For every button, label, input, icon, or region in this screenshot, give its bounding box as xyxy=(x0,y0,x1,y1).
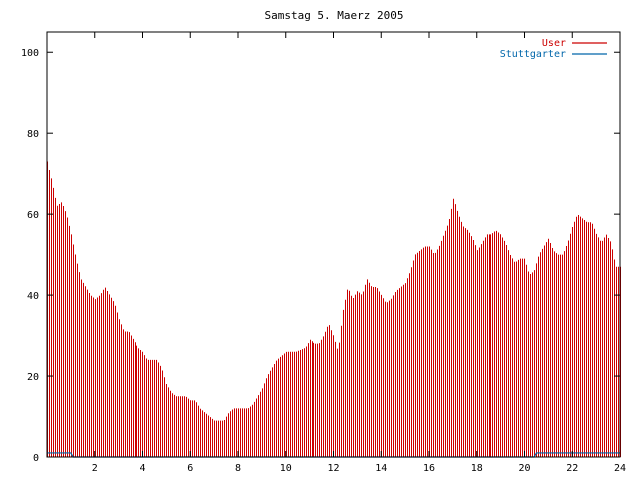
x-tick-label: 4 xyxy=(139,463,145,474)
y-tick-label: 100 xyxy=(21,48,39,59)
bars-user xyxy=(47,161,621,457)
y-tick-label: 40 xyxy=(27,291,39,302)
x-tick-label: 8 xyxy=(235,463,241,474)
x-tick-label: 6 xyxy=(187,463,193,474)
x-tick-label: 16 xyxy=(423,463,435,474)
y-tick-label: 80 xyxy=(27,129,39,140)
y-tick-label: 0 xyxy=(33,453,39,464)
x-tick-label: 10 xyxy=(280,463,292,474)
x-tick-label: 18 xyxy=(471,463,483,474)
x-tick-label: 2 xyxy=(92,463,98,474)
y-axis: 0 20 40 60 80 100 xyxy=(21,48,620,464)
chart-title: Samstag 5. Maerz 2005 xyxy=(264,9,403,22)
x-tick-label: 20 xyxy=(518,463,530,474)
legend-label-stuttgarter: Stuttgarter xyxy=(500,49,566,60)
legend-label-user: User xyxy=(542,38,566,49)
y-tick-label: 60 xyxy=(27,210,39,221)
x-tick-label: 22 xyxy=(566,463,578,474)
x-tick-label: 12 xyxy=(327,463,339,474)
x-tick-label: 24 xyxy=(614,463,626,474)
y-tick-label: 20 xyxy=(27,372,39,383)
x-axis: 2 4 6 8 10 12 14 16 18 20 22 24 xyxy=(92,32,626,474)
x-tick-label: 14 xyxy=(375,463,387,474)
legend: User Stuttgarter xyxy=(500,38,607,60)
